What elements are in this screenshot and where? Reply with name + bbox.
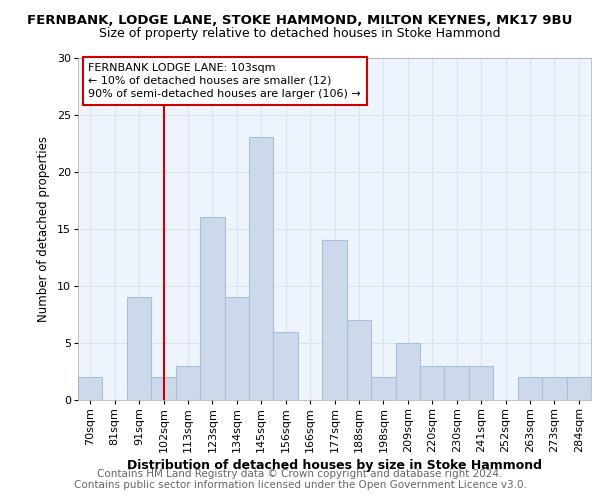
- Bar: [542, 377, 566, 400]
- Text: Contains public sector information licensed under the Open Government Licence v3: Contains public sector information licen…: [74, 480, 526, 490]
- Bar: [395, 343, 420, 400]
- Text: Size of property relative to detached houses in Stoke Hammond: Size of property relative to detached ho…: [99, 28, 501, 40]
- Bar: [249, 138, 274, 400]
- Text: Contains HM Land Registry data © Crown copyright and database right 2024.: Contains HM Land Registry data © Crown c…: [97, 469, 503, 479]
- Y-axis label: Number of detached properties: Number of detached properties: [37, 136, 50, 322]
- Bar: [224, 297, 249, 400]
- Text: FERNBANK, LODGE LANE, STOKE HAMMOND, MILTON KEYNES, MK17 9BU: FERNBANK, LODGE LANE, STOKE HAMMOND, MIL…: [28, 14, 572, 27]
- Bar: [371, 377, 395, 400]
- Bar: [322, 240, 347, 400]
- Bar: [469, 366, 493, 400]
- Bar: [518, 377, 542, 400]
- Text: FERNBANK LODGE LANE: 103sqm
← 10% of detached houses are smaller (12)
90% of sem: FERNBANK LODGE LANE: 103sqm ← 10% of det…: [88, 62, 361, 99]
- Bar: [420, 366, 445, 400]
- Bar: [274, 332, 298, 400]
- Bar: [176, 366, 200, 400]
- X-axis label: Distribution of detached houses by size in Stoke Hammond: Distribution of detached houses by size …: [127, 459, 542, 472]
- Bar: [347, 320, 371, 400]
- Bar: [127, 297, 151, 400]
- Bar: [78, 377, 103, 400]
- Bar: [445, 366, 469, 400]
- Bar: [200, 218, 224, 400]
- Bar: [151, 377, 176, 400]
- Bar: [566, 377, 591, 400]
